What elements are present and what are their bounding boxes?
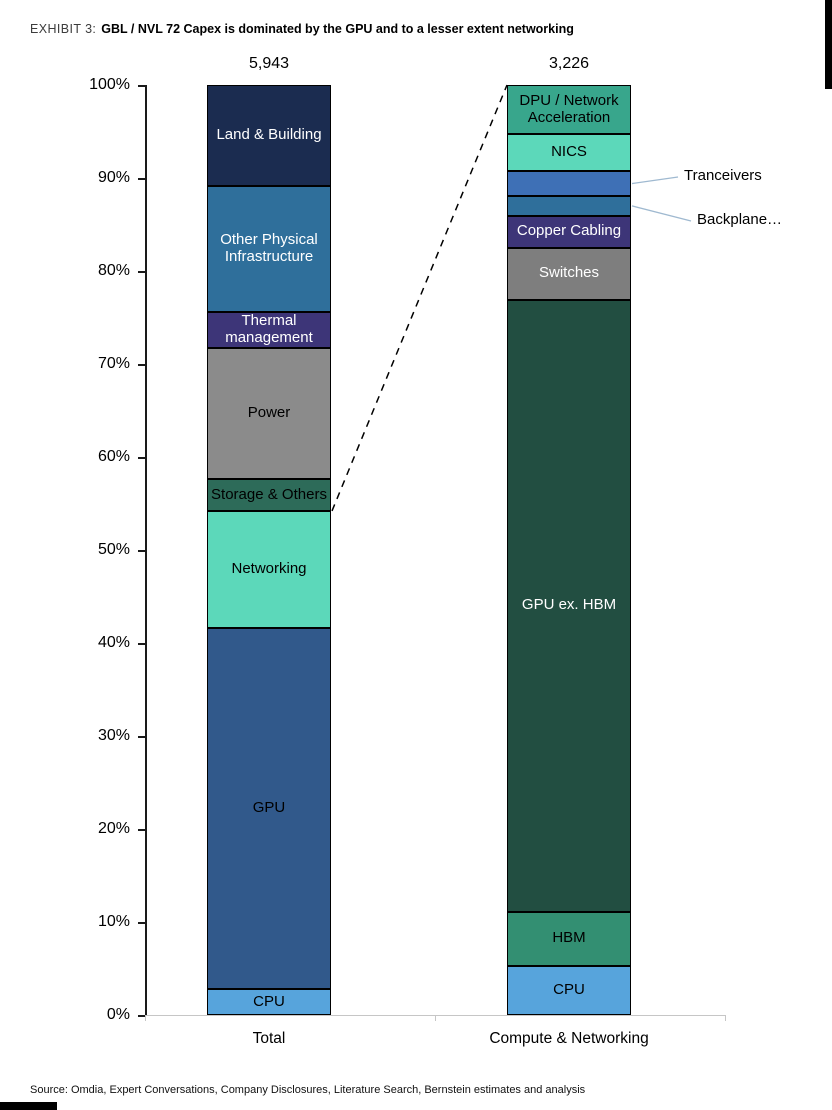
y-tick-mark [138, 643, 145, 645]
y-tick-label: 80% [97, 262, 130, 279]
y-tick-label: 30% [97, 727, 130, 744]
y-tick-label: 10% [97, 913, 130, 930]
y-tick-label: 90% [97, 169, 130, 186]
segment-label: Switches [538, 264, 600, 282]
y-tick-mark [138, 178, 145, 180]
bar-segment-land-building: Land & Building [207, 85, 331, 187]
bar-segment-cpu: CPU [207, 988, 331, 1015]
y-tick-mark [138, 1015, 145, 1017]
y-tick-mark [138, 271, 145, 273]
x-axis-tick [145, 1015, 146, 1021]
bar-segment-copper-cabling: Copper Cabling [507, 216, 631, 248]
bar-segment-power: Power [207, 348, 331, 480]
y-tick-label: 70% [97, 355, 130, 372]
x-axis-tick [435, 1015, 436, 1021]
annotation-label-tranceivers: Tranceivers [684, 167, 762, 184]
y-tick-mark [138, 457, 145, 459]
bar-segment-dpu-network-acceleration: DPU / Network Acceleration [507, 85, 631, 135]
bar-total-label: 3,226 [548, 55, 590, 72]
y-tick-label: 0% [106, 1006, 130, 1023]
bar-segment-gpu: GPU [207, 628, 331, 989]
y-tick-mark [138, 829, 145, 831]
y-tick-label: 20% [97, 820, 130, 837]
y-tick-label: 100% [89, 76, 130, 93]
segment-label: Other Physical Infrastructure [220, 231, 318, 266]
y-tick-mark [138, 364, 145, 366]
segment-label: DPU / Network Acceleration [519, 91, 619, 126]
segment-label: Thermal management [225, 312, 313, 347]
y-tick-label: 60% [97, 448, 130, 465]
segment-label: Power [247, 404, 291, 422]
bar-segment-thermal-management: Thermal management [207, 311, 331, 349]
segment-label: Copper Cabling [516, 222, 622, 240]
segment-label: Networking [231, 560, 307, 578]
segment-label: CPU [553, 980, 585, 998]
y-tick-mark [138, 85, 145, 87]
exhibit-label: EXHIBIT 3: [30, 22, 97, 36]
bar-total-label: 5,943 [248, 55, 290, 72]
y-tick-mark [138, 736, 145, 738]
segment-label: NICS [551, 143, 587, 161]
y-tick-mark [138, 550, 145, 552]
bar-segment-storage-others: Storage & Others [207, 479, 331, 511]
page-edge-artifact-top-right [825, 0, 832, 89]
bar-segment-networking: Networking [207, 510, 331, 629]
bar-segment-other-physical-infrastructure: Other Physical Infrastructure [207, 186, 331, 312]
x-category-label: Total [252, 1030, 286, 1047]
exhibit-title-row: EXHIBIT 3: GBL / NVL 72 Capex is dominate… [30, 22, 574, 36]
source-note: Source: Omdia, Expert Conversations, Com… [30, 1084, 586, 1096]
bar-segment-gpu-ex-hbm: GPU ex. HBM [507, 299, 631, 912]
bar-segment-tranceivers [507, 171, 631, 196]
y-axis-line [145, 85, 147, 1015]
y-tick-label: 50% [97, 541, 130, 558]
y-tick-label: 40% [97, 634, 130, 651]
segment-label: Storage & Others [211, 485, 327, 503]
exhibit-heading: GBL / NVL 72 Capex is dominated by the G… [101, 22, 574, 36]
segment-label: CPU [253, 992, 285, 1010]
bar-segment-hbm: HBM [507, 911, 631, 966]
x-category-label: Compute & Networking [489, 1030, 649, 1047]
page-edge-artifact-bottom-left [0, 1102, 57, 1110]
segment-label: GPU ex. HBM [521, 596, 617, 614]
bar-segment-backplane [507, 195, 631, 217]
bar-segment-switches: Switches [507, 247, 631, 300]
segment-label: GPU [252, 799, 286, 817]
bar-segment-nics: NICS [507, 134, 631, 172]
segment-label: Land & Building [216, 126, 322, 144]
x-axis-tick [725, 1015, 726, 1021]
annotation-label-backplane: Backplane… [697, 211, 783, 228]
y-tick-mark [138, 922, 145, 924]
segment-label: HBM [552, 929, 586, 947]
bar-segment-cpu: CPU [507, 965, 631, 1015]
